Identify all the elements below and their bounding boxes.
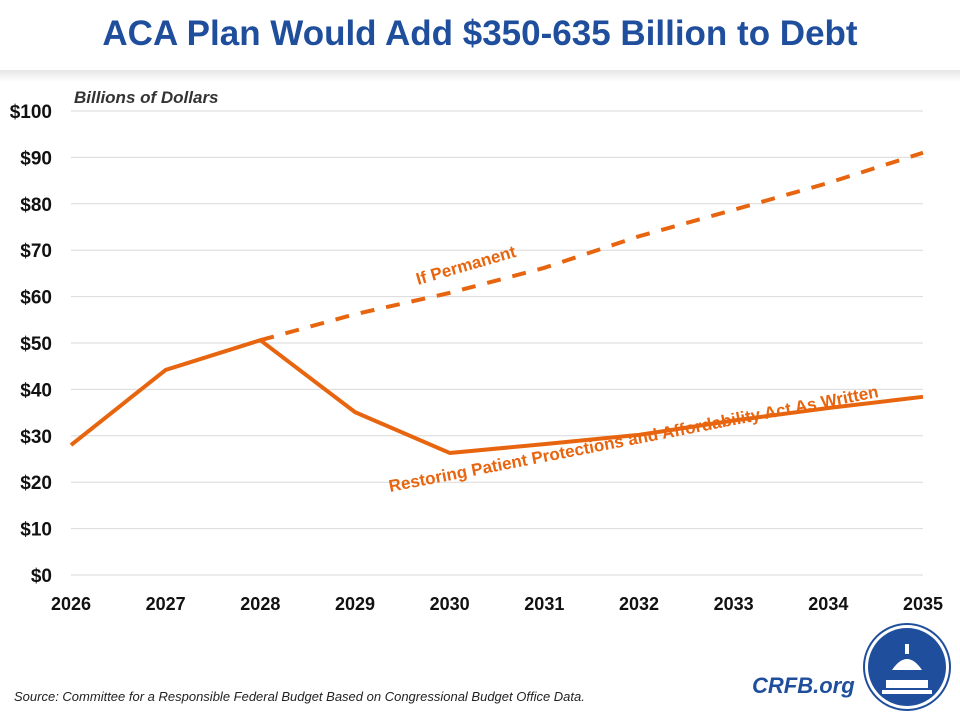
title-divider [0,70,960,82]
y-tick-label: $100 [10,102,52,123]
y-tick-label: $40 [20,380,52,401]
x-tick-label: 2032 [619,594,659,614]
y-tick-label: $90 [20,148,52,169]
x-tick-label: 2029 [335,594,375,614]
y-tick-label: $70 [20,241,52,262]
y-tick-label: $50 [20,334,52,355]
series-line-if-permanent [259,150,924,343]
x-tick-label: 2027 [146,594,186,614]
series-label-as-written: Restoring Patient Protections and Afford… [387,382,880,496]
site-link[interactable]: CRFB.org [752,673,855,698]
x-tick-label: 2030 [430,594,470,614]
x-tick-label: 2033 [714,594,754,614]
x-tick-label: 2035 [903,594,943,614]
series-label-if-permanent: If Permanent [414,242,519,289]
y-tick-label: $0 [31,566,52,587]
y-tick-label: $30 [20,427,52,448]
y-tick-label: $10 [20,520,52,541]
y-tick-label: $60 [20,288,52,309]
x-tick-label: 2031 [524,594,564,614]
x-tick-label: 2034 [808,594,848,614]
x-tick-label: 2028 [240,594,280,614]
y-tick-label: $20 [20,473,52,494]
source-note: Source: Committee for a Responsible Fede… [14,689,585,704]
chart-title: ACA Plan Would Add $350-635 Billion to D… [102,14,858,53]
capitol-logo-icon [863,623,951,711]
y-tick-label: $80 [20,195,52,216]
x-tick-label: 2026 [51,594,91,614]
series-line-as-written [69,338,924,455]
y-axis-label: Billions of Dollars [74,88,219,107]
